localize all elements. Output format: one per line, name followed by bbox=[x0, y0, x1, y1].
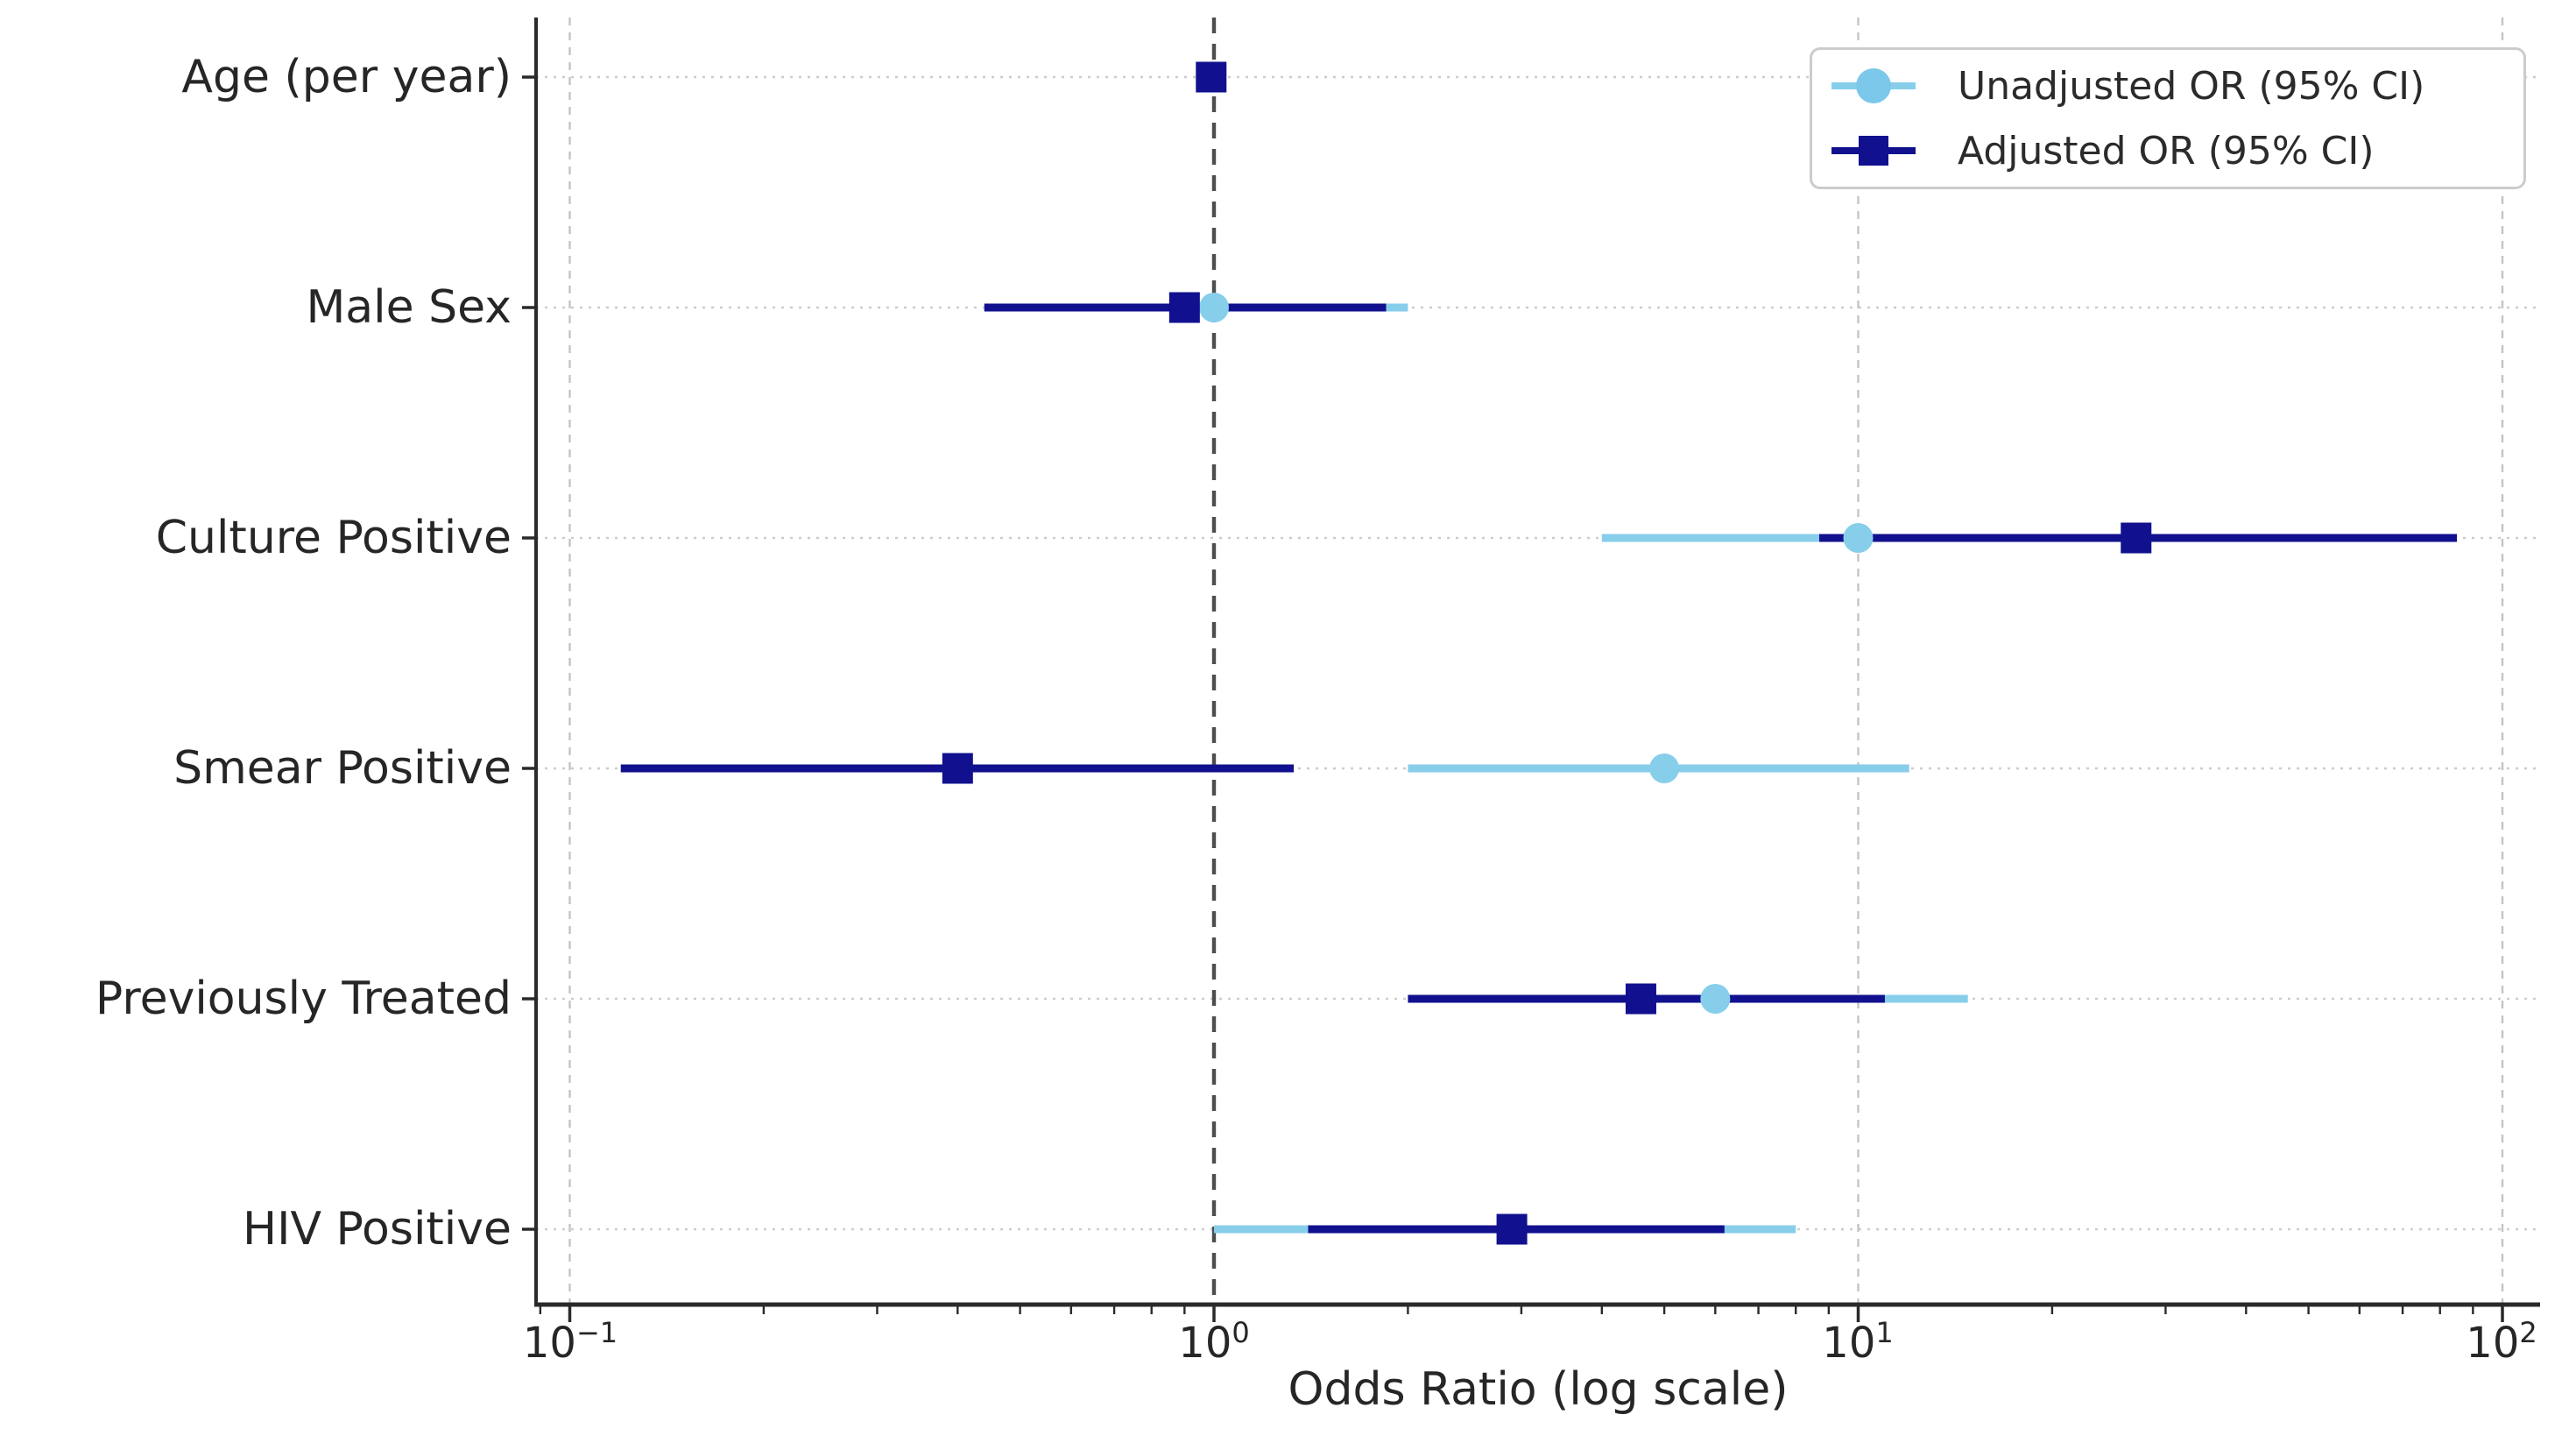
adjusted-or-marker bbox=[1496, 1213, 1528, 1245]
adjusted-or-marker bbox=[1168, 292, 1200, 323]
x-tick-label: 100 bbox=[1178, 1316, 1250, 1368]
unadjusted-or-legend-icon bbox=[1831, 66, 1916, 106]
y-category-label: Age (per year) bbox=[181, 51, 512, 103]
y-category-label: Previously Treated bbox=[95, 973, 512, 1025]
unadjusted-or-marker bbox=[1700, 984, 1731, 1014]
y-category-label: Male Sex bbox=[306, 281, 512, 334]
x-tick-label: 102 bbox=[2466, 1316, 2537, 1368]
adjusted-or-legend-icon bbox=[1831, 131, 1916, 171]
unadjusted-or-marker bbox=[1649, 753, 1680, 783]
y-category-label: Culture Positive bbox=[155, 512, 512, 564]
adjusted-or-marker bbox=[1625, 983, 1656, 1015]
legend-item-unadjusted: Unadjusted OR (95% CI) bbox=[1812, 53, 2523, 118]
adjusted-or-marker bbox=[942, 753, 973, 784]
legend-label: Adjusted OR (95% CI) bbox=[1958, 128, 2375, 173]
x-tick-label: 101 bbox=[1822, 1316, 1894, 1368]
y-category-label: HIV Positive bbox=[243, 1203, 512, 1256]
adjusted-or-marker bbox=[1196, 61, 1227, 93]
x-axis-title: Odds Ratio (log scale) bbox=[1288, 1363, 1789, 1416]
x-tick-label: 10−1 bbox=[522, 1316, 618, 1368]
legend-item-adjusted: Adjusted OR (95% CI) bbox=[1812, 118, 2523, 183]
legend-label: Unadjusted OR (95% CI) bbox=[1958, 63, 2425, 109]
y-category-label: Smear Positive bbox=[173, 742, 512, 795]
unadjusted-or-marker bbox=[1199, 293, 1229, 322]
legend: Unadjusted OR (95% CI) Adjusted OR (95% … bbox=[1810, 47, 2526, 189]
unadjusted-or-marker bbox=[1843, 523, 1874, 553]
adjusted-or-marker bbox=[2121, 522, 2152, 554]
